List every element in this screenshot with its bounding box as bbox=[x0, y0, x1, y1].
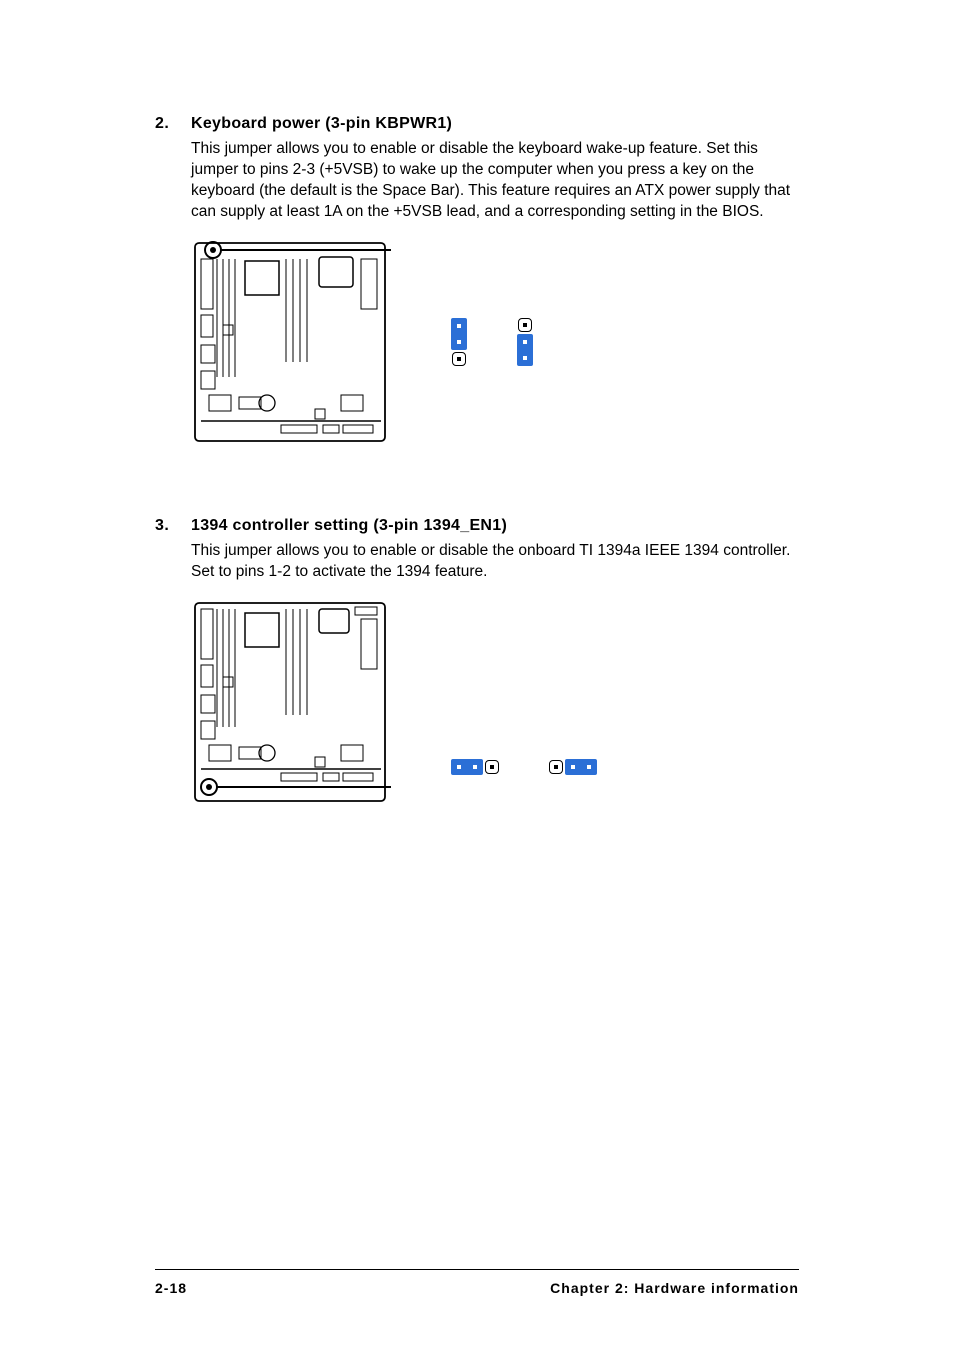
jumper-cap bbox=[451, 318, 467, 350]
motherboard-svg bbox=[191, 237, 391, 447]
section-header: 2. Keyboard power (3-pin KBPWR1) bbox=[155, 115, 799, 133]
page-number: 2-18 bbox=[155, 1280, 187, 1296]
section-number: 3. bbox=[155, 517, 191, 535]
jumper-pin-open bbox=[485, 760, 499, 774]
section-3: 3. 1394 controller setting (3-pin 1394_E… bbox=[155, 517, 799, 807]
section-2: 2. Keyboard power (3-pin KBPWR1) This ju… bbox=[155, 115, 799, 447]
section-number: 2. bbox=[155, 115, 191, 133]
motherboard-svg bbox=[191, 597, 391, 807]
jumper-cap bbox=[451, 759, 483, 775]
diagram-area bbox=[191, 237, 799, 447]
jumper-cap bbox=[565, 759, 597, 775]
jumper-cap bbox=[517, 334, 533, 366]
jumper-illustrations bbox=[451, 318, 533, 366]
jumper-state-2 bbox=[517, 318, 533, 366]
page-footer: 2-18 Chapter 2: Hardware information bbox=[155, 1269, 799, 1296]
section-header: 3. 1394 controller setting (3-pin 1394_E… bbox=[155, 517, 799, 535]
jumper-state-2 bbox=[549, 759, 597, 775]
motherboard-diagram bbox=[191, 237, 391, 447]
jumper-pin-open bbox=[518, 318, 532, 332]
section-title: 1394 controller setting (3-pin 1394_EN1) bbox=[191, 517, 507, 535]
section-body: This jumper allows you to enable or disa… bbox=[191, 139, 799, 223]
motherboard-diagram bbox=[191, 597, 391, 807]
chapter-title: Chapter 2: Hardware information bbox=[550, 1280, 799, 1296]
jumper-state-1 bbox=[451, 759, 499, 775]
diagram-area bbox=[191, 597, 799, 807]
page-content: 2. Keyboard power (3-pin KBPWR1) This ju… bbox=[0, 0, 954, 807]
jumper-pin-open bbox=[549, 760, 563, 774]
section-body: This jumper allows you to enable or disa… bbox=[191, 541, 799, 583]
jumper-illustrations bbox=[451, 759, 597, 775]
jumper-state-1 bbox=[451, 318, 467, 366]
jumper-pin-open bbox=[452, 352, 466, 366]
section-title: Keyboard power (3-pin KBPWR1) bbox=[191, 115, 452, 133]
